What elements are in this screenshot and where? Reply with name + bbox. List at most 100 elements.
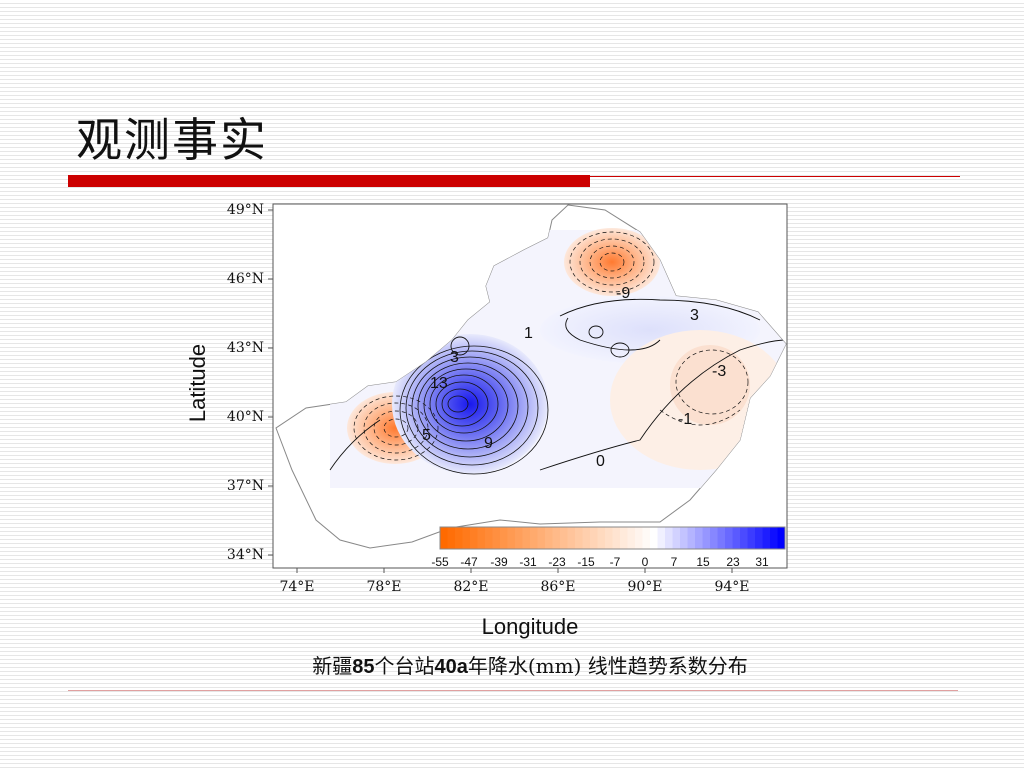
title-underline-thin xyxy=(590,176,960,177)
lon-tick: 82°E xyxy=(453,579,489,595)
lon-tick: 74°E xyxy=(279,579,315,595)
colorbar-swatch xyxy=(462,527,471,549)
colorbar-label: -39 xyxy=(490,555,508,569)
y-axis-label: Latitude xyxy=(185,343,210,423)
colorbar-swatch xyxy=(635,527,643,549)
colorbar-swatch xyxy=(477,527,486,549)
footer-rule xyxy=(68,690,958,691)
caption-part: 新疆 xyxy=(312,654,353,678)
x-axis-label: Longitude xyxy=(481,614,579,639)
contour-label: 0 xyxy=(596,453,605,470)
contour-labels: -9 3 1 3 13 9 5 0 -3 -1 xyxy=(422,285,726,470)
colorbar-label: -31 xyxy=(519,555,537,569)
colorbar-label: -23 xyxy=(548,555,566,569)
lon-tick: 78°E xyxy=(366,579,402,595)
colorbar-swatch xyxy=(755,527,763,549)
colorbar-swatch xyxy=(470,527,478,549)
colorbar-swatch xyxy=(642,527,651,549)
colorbar-swatch xyxy=(762,527,771,549)
contour-label: 5 xyxy=(422,427,431,444)
colorbar-label: -55 xyxy=(431,555,449,569)
colorbar xyxy=(439,526,786,550)
colorbar-swatch xyxy=(485,527,493,549)
caption-part: 年降水 xyxy=(467,654,528,678)
colorbar-swatch xyxy=(522,527,531,549)
colorbar-swatch xyxy=(680,527,688,549)
lat-tick: 40°N xyxy=(226,409,264,425)
colorbar-swatch xyxy=(515,527,523,549)
caption-part: 40a xyxy=(434,656,468,678)
contour-label: 13 xyxy=(430,375,448,392)
lat-tick: 34°N xyxy=(226,547,264,563)
colorbar-swatch xyxy=(740,527,748,549)
title-underline-red xyxy=(68,175,590,187)
slide-title: 观测事实 xyxy=(76,113,268,167)
colorbar-label: 23 xyxy=(726,555,740,569)
colorbar-label: 7 xyxy=(671,555,678,569)
caption-part: 85 xyxy=(352,656,375,678)
colorbar-swatch xyxy=(567,527,576,549)
colorbar-swatch xyxy=(687,527,696,549)
colorbar-swatch xyxy=(537,527,546,549)
colorbar-label: -47 xyxy=(460,555,478,569)
colorbar-swatch xyxy=(560,527,568,549)
lat-tick: 46°N xyxy=(226,271,264,287)
colorbar-swatch xyxy=(627,527,636,549)
colorbar-swatch xyxy=(725,527,733,549)
contour-label: -3 xyxy=(712,363,726,380)
lat-tick: 49°N xyxy=(226,202,264,218)
contour-label: -9 xyxy=(616,285,630,302)
colorbar-swatch xyxy=(747,527,756,549)
caption-part: (mm) xyxy=(527,654,582,678)
lat-tick: 43°N xyxy=(226,340,264,356)
colorbar-swatch xyxy=(440,527,448,549)
contour-label: -1 xyxy=(678,411,692,428)
colorbar-border xyxy=(439,526,786,550)
colorbar-swatch xyxy=(657,527,666,549)
colorbar-swatch xyxy=(575,527,583,549)
colorbar-label: -7 xyxy=(610,555,621,569)
colorbar-swatch xyxy=(597,527,606,549)
lon-tick: 90°E xyxy=(627,579,663,595)
colorbar-swatch xyxy=(492,527,501,549)
colorbar-swatch xyxy=(665,527,673,549)
colorbar-swatch xyxy=(695,527,703,549)
caption-part: 线性趋势系数分布 xyxy=(581,654,748,678)
colorbar-label: 31 xyxy=(755,555,769,569)
colorbar-swatch xyxy=(447,527,456,549)
colorbar-swatch xyxy=(777,527,786,549)
colorbar-swatch xyxy=(710,527,718,549)
colorbar-swatch xyxy=(717,527,726,549)
contour-label: 1 xyxy=(524,325,533,342)
caption-part: 个台站 xyxy=(374,654,435,678)
colorbar-swatch xyxy=(545,527,553,549)
colorbar-swatch xyxy=(507,527,516,549)
colorbar-swatch xyxy=(770,527,778,549)
contour-label: 3 xyxy=(690,307,699,324)
colorbar-swatch xyxy=(672,527,681,549)
colorbar-label: 0 xyxy=(642,555,649,569)
colorbar-swatch xyxy=(530,527,538,549)
contour-label: 9 xyxy=(484,435,493,452)
figure-caption: 新疆85个台站40a年降水(mm) 线性趋势系数分布 xyxy=(200,650,860,679)
lon-tick: 86°E xyxy=(540,579,576,595)
colorbar-swatch xyxy=(455,527,463,549)
contour-label: 3 xyxy=(450,349,459,366)
colorbar-labels: -55 -47 -39 -31 -23 -15 -7 0 7 15 23 31 xyxy=(431,555,769,569)
axis-ticks xyxy=(268,209,733,573)
colorbar-swatch xyxy=(702,527,711,549)
colorbar-swatch xyxy=(582,527,591,549)
colorbar-swatch xyxy=(620,527,628,549)
colorbar-swatch xyxy=(605,527,613,549)
colorbar-label: -15 xyxy=(577,555,595,569)
colorbar-swatch xyxy=(732,527,741,549)
colorbar-swatch xyxy=(552,527,561,549)
colorbar-swatch xyxy=(590,527,598,549)
lat-tick: 37°N xyxy=(226,478,264,494)
lon-tick: 94°E xyxy=(714,579,750,595)
colorbar-swatch xyxy=(650,527,658,549)
colorbar-label: 15 xyxy=(696,555,710,569)
colorbar-swatch xyxy=(500,527,508,549)
